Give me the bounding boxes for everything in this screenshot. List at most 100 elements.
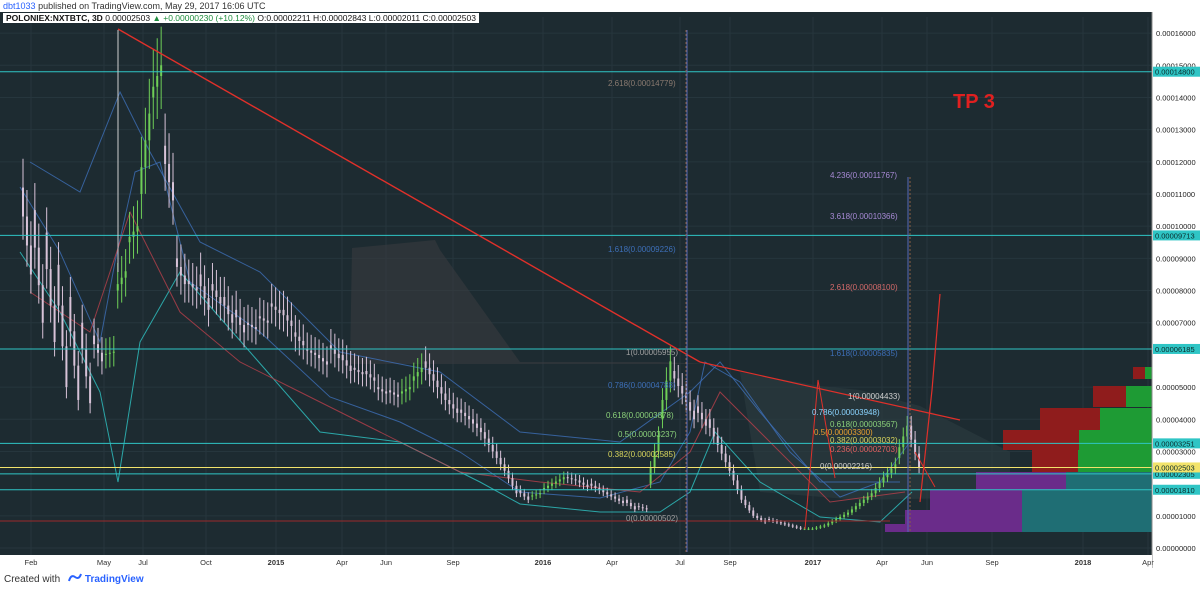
candle-body bbox=[77, 365, 80, 400]
fib-level-label: 0.5(0.00003237) bbox=[618, 430, 677, 439]
candle-body bbox=[487, 438, 490, 446]
fib-level-label: 0.236(0.00002703) bbox=[830, 445, 898, 454]
price-tick-label: 0.00007000 bbox=[1156, 319, 1196, 328]
candle-body bbox=[495, 451, 498, 458]
candle-body bbox=[815, 527, 818, 529]
author-name[interactable]: dbt1033 bbox=[3, 1, 36, 11]
indicator-band-line bbox=[19, 251, 913, 523]
price-tick-label: 0.00008000 bbox=[1156, 287, 1196, 296]
candle-body bbox=[704, 419, 707, 426]
candle-body bbox=[795, 526, 798, 528]
candle-body bbox=[914, 439, 917, 454]
candle-body bbox=[404, 389, 407, 392]
candle-body bbox=[322, 358, 324, 362]
price-badge bbox=[1153, 66, 1200, 77]
fib-level-label: 4.236(0.00011767) bbox=[830, 171, 897, 180]
chart-area[interactable]: 2.618(0.00014779) 1.618(0.00009226) 1(0.00… bbox=[0, 12, 1200, 568]
candle-body bbox=[870, 493, 873, 497]
candle-body bbox=[716, 436, 719, 446]
candle-body bbox=[728, 462, 731, 471]
tradingview-brand[interactable]: TradingView bbox=[84, 574, 144, 586]
price-chart[interactable]: 2.618(0.00014779) 1.618(0.00009226) 1(0.00… bbox=[0, 12, 1200, 568]
price-tick-label: 0.00004000 bbox=[1156, 415, 1196, 424]
candle-body bbox=[483, 432, 486, 439]
candle-body bbox=[290, 320, 293, 326]
fib-level-label: 2.618(0.00008100) bbox=[830, 283, 898, 292]
candle-body bbox=[720, 445, 723, 454]
projection-line[interactable] bbox=[914, 451, 936, 488]
candle-body bbox=[827, 523, 830, 526]
candle-body bbox=[116, 284, 119, 291]
price-badge bbox=[1153, 462, 1200, 473]
indicator-bands bbox=[19, 90, 913, 523]
candle-body bbox=[104, 353, 107, 355]
candle-body bbox=[247, 322, 249, 325]
time-tick-label: Apr bbox=[876, 558, 888, 567]
candle-body bbox=[910, 425, 913, 440]
candle-body bbox=[33, 210, 36, 248]
candle-body bbox=[681, 386, 684, 394]
candle-body bbox=[25, 216, 28, 246]
drawings[interactable] bbox=[117, 28, 961, 552]
candle-body bbox=[108, 352, 111, 354]
candle-body bbox=[120, 277, 123, 285]
candle-body bbox=[918, 453, 921, 468]
candle-body bbox=[400, 391, 403, 394]
indicator-band-line bbox=[29, 210, 906, 503]
candle-body bbox=[37, 247, 40, 286]
price-badge-label: 0.00009713 bbox=[1155, 231, 1195, 240]
target-projection-line[interactable] bbox=[919, 293, 941, 503]
candle-body bbox=[586, 484, 589, 487]
candle-body bbox=[902, 436, 905, 448]
candle-body bbox=[424, 361, 427, 368]
candle-body bbox=[606, 492, 609, 495]
volume-profile-bar bbox=[905, 510, 1022, 524]
tp3-annotation: TP 3 bbox=[953, 91, 995, 113]
candle-body bbox=[637, 506, 640, 508]
fib-level-label: 0.382(0.00003032) bbox=[830, 436, 898, 445]
candle-body bbox=[582, 482, 585, 485]
volume-profile bbox=[885, 367, 1153, 532]
candle-body bbox=[412, 376, 415, 381]
candle-body bbox=[41, 285, 44, 323]
low-value: 0.00002011 bbox=[375, 13, 421, 23]
candle-body bbox=[365, 371, 368, 375]
time-tick-label: May bbox=[97, 558, 111, 567]
candle-body bbox=[843, 514, 846, 517]
candle-body bbox=[223, 296, 226, 306]
candle-body bbox=[535, 494, 538, 496]
secondary-trendline[interactable] bbox=[699, 361, 961, 421]
candle-body bbox=[558, 479, 561, 482]
candle-body bbox=[187, 280, 190, 285]
candle-body bbox=[215, 290, 218, 297]
candle-body bbox=[491, 445, 494, 452]
candle-body bbox=[444, 393, 447, 400]
candle-body bbox=[862, 499, 865, 503]
time-axis[interactable] bbox=[0, 555, 1152, 568]
candle-body bbox=[566, 477, 569, 479]
fib-level-label: 0.786(0.00004788) bbox=[608, 381, 676, 390]
candle-body bbox=[231, 314, 234, 323]
projection-path[interactable] bbox=[804, 379, 836, 530]
candle-body bbox=[211, 284, 214, 291]
indicator-band-line bbox=[29, 90, 900, 483]
candle-body bbox=[393, 392, 396, 395]
candle-body bbox=[653, 451, 656, 468]
candle-body bbox=[744, 499, 747, 506]
candle-body bbox=[894, 464, 897, 469]
volume-profile-bar bbox=[1078, 450, 1152, 472]
created-with-text: Created with bbox=[4, 574, 61, 586]
candle-body bbox=[195, 287, 198, 291]
candle-body bbox=[262, 318, 265, 321]
candle-body bbox=[61, 305, 64, 347]
candle-body bbox=[389, 390, 392, 393]
main-downtrend-line[interactable] bbox=[117, 28, 701, 363]
candle-body bbox=[45, 232, 48, 270]
candle-body bbox=[598, 487, 601, 491]
candle-body bbox=[140, 167, 143, 194]
candle-body bbox=[847, 512, 849, 515]
candle-body bbox=[673, 371, 676, 379]
price-tick-label: 0.00003000 bbox=[1156, 447, 1196, 456]
candle-body bbox=[420, 367, 423, 373]
publisher-bar: dbt1033 published on TradingView.com, Ma… bbox=[0, 0, 1200, 12]
